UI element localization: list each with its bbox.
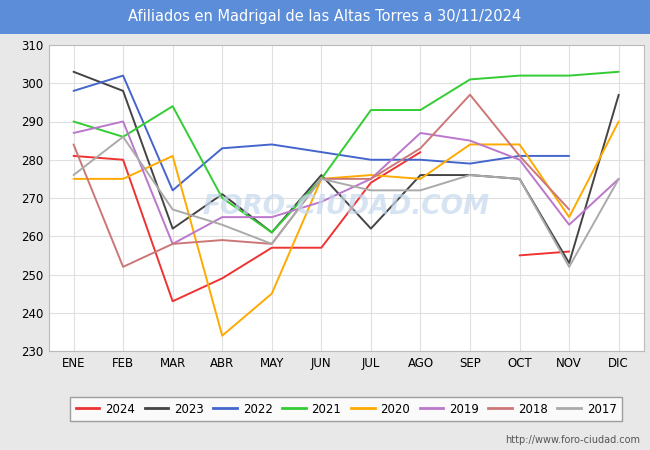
Text: Afiliados en Madrigal de las Altas Torres a 30/11/2024: Afiliados en Madrigal de las Altas Torre…	[129, 9, 521, 24]
Text: FORO-CIUDAD.COM: FORO-CIUDAD.COM	[203, 194, 489, 220]
Legend: 2024, 2023, 2022, 2021, 2020, 2019, 2018, 2017: 2024, 2023, 2022, 2021, 2020, 2019, 2018…	[70, 397, 623, 422]
Text: http://www.foro-ciudad.com: http://www.foro-ciudad.com	[505, 435, 640, 445]
